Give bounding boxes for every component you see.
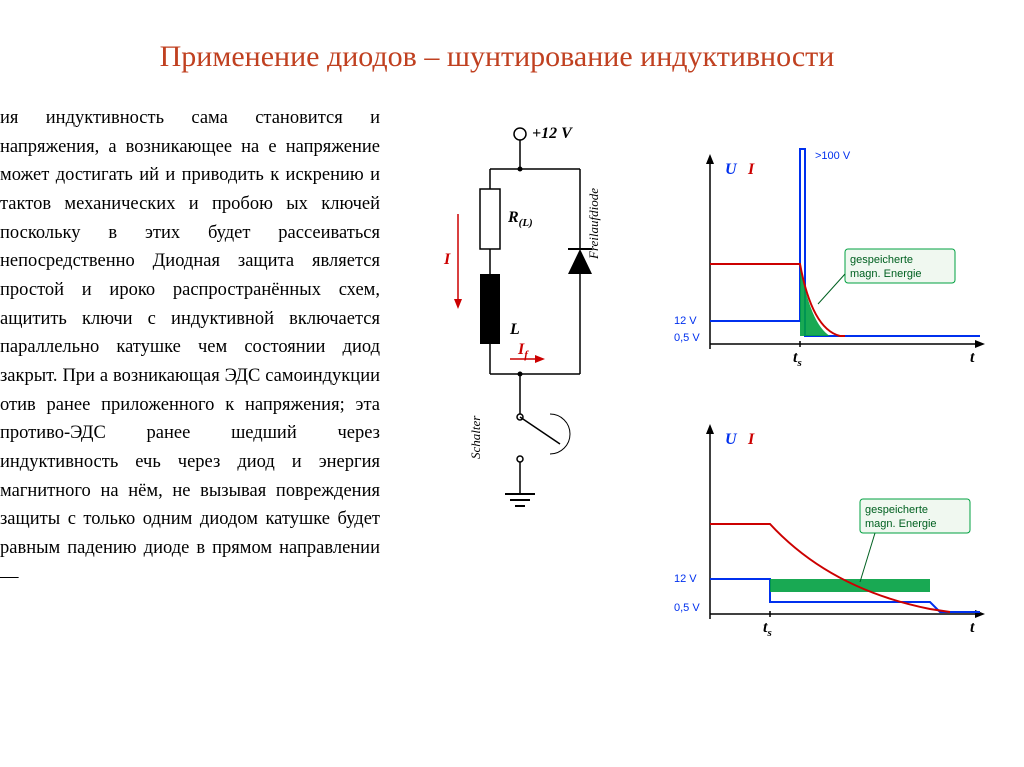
current-arrowhead-icon xyxy=(454,299,462,309)
axis-title-u: U xyxy=(725,161,738,178)
energy-label-line1: gespeicherte xyxy=(850,254,913,266)
body-text: ия индуктивность сама становится и напря… xyxy=(0,104,380,591)
x-axis-arrowhead-icon xyxy=(975,340,985,348)
freewheel-current-label: If xyxy=(517,341,529,361)
freewheel-arrowhead-icon xyxy=(535,355,545,363)
axis-title-i: I xyxy=(747,431,755,448)
page-root: Применение диодов – шунтирование индукти… xyxy=(0,0,1024,767)
x-axis-label: t xyxy=(970,619,975,636)
x-tick-label: ts xyxy=(793,349,802,369)
energy-label-line2: magn. Energie xyxy=(850,268,922,280)
spike-label: >100 V xyxy=(815,150,851,162)
resistor-icon xyxy=(480,189,500,249)
y-axis-arrowhead-icon xyxy=(706,154,714,164)
switch-label: Schalter xyxy=(468,415,483,459)
callout-line xyxy=(818,274,845,304)
supply-label: +12 V xyxy=(532,125,573,142)
figure-column: +12 V R(L) L xyxy=(420,104,994,591)
content-row: ия индуктивность сама становится и напря… xyxy=(0,104,994,591)
y-label-05v: 0,5 V xyxy=(674,602,700,614)
graph-with-diode: U I 12 V 0,5 V ts t gespeicherte magn. E… xyxy=(670,414,1000,664)
supply-terminal-icon xyxy=(514,128,526,140)
callout-line xyxy=(860,533,875,582)
y-axis-arrowhead-icon xyxy=(706,424,714,434)
y-label-12v: 12 V xyxy=(674,573,697,585)
axis-title-u: U xyxy=(725,431,738,448)
energy-label-line2: magn. Energie xyxy=(865,518,937,530)
current-trace xyxy=(710,264,845,336)
inductor-icon xyxy=(480,274,500,344)
y-label-12v: 12 V xyxy=(674,315,697,327)
y-label-05v: 0,5 V xyxy=(674,332,700,344)
current-label: I xyxy=(443,251,451,268)
switch-blade-icon xyxy=(520,417,560,444)
energy-area xyxy=(770,579,930,592)
x-tick-label: ts xyxy=(763,619,772,639)
switch-terminal-icon xyxy=(517,456,523,462)
current-trace xyxy=(710,524,950,612)
axis-title-i: I xyxy=(747,161,755,178)
graph-without-diode: U I 12 V 0,5 V ts t >100 V gespeicherte xyxy=(670,144,1000,394)
diode-label: Freilaufdiode xyxy=(586,188,601,260)
inductor-label: L xyxy=(509,321,520,338)
circuit-diagram: +12 V R(L) L xyxy=(440,114,660,544)
page-title: Применение диодов – шунтирование индукти… xyxy=(0,40,994,74)
body-text-column: ия индуктивность сама становится и напря… xyxy=(0,104,380,591)
switch-arc-icon xyxy=(550,414,570,454)
resistor-label: R(L) xyxy=(507,209,533,229)
x-axis-label: t xyxy=(970,349,975,366)
energy-label-line1: gespeicherte xyxy=(865,504,928,516)
